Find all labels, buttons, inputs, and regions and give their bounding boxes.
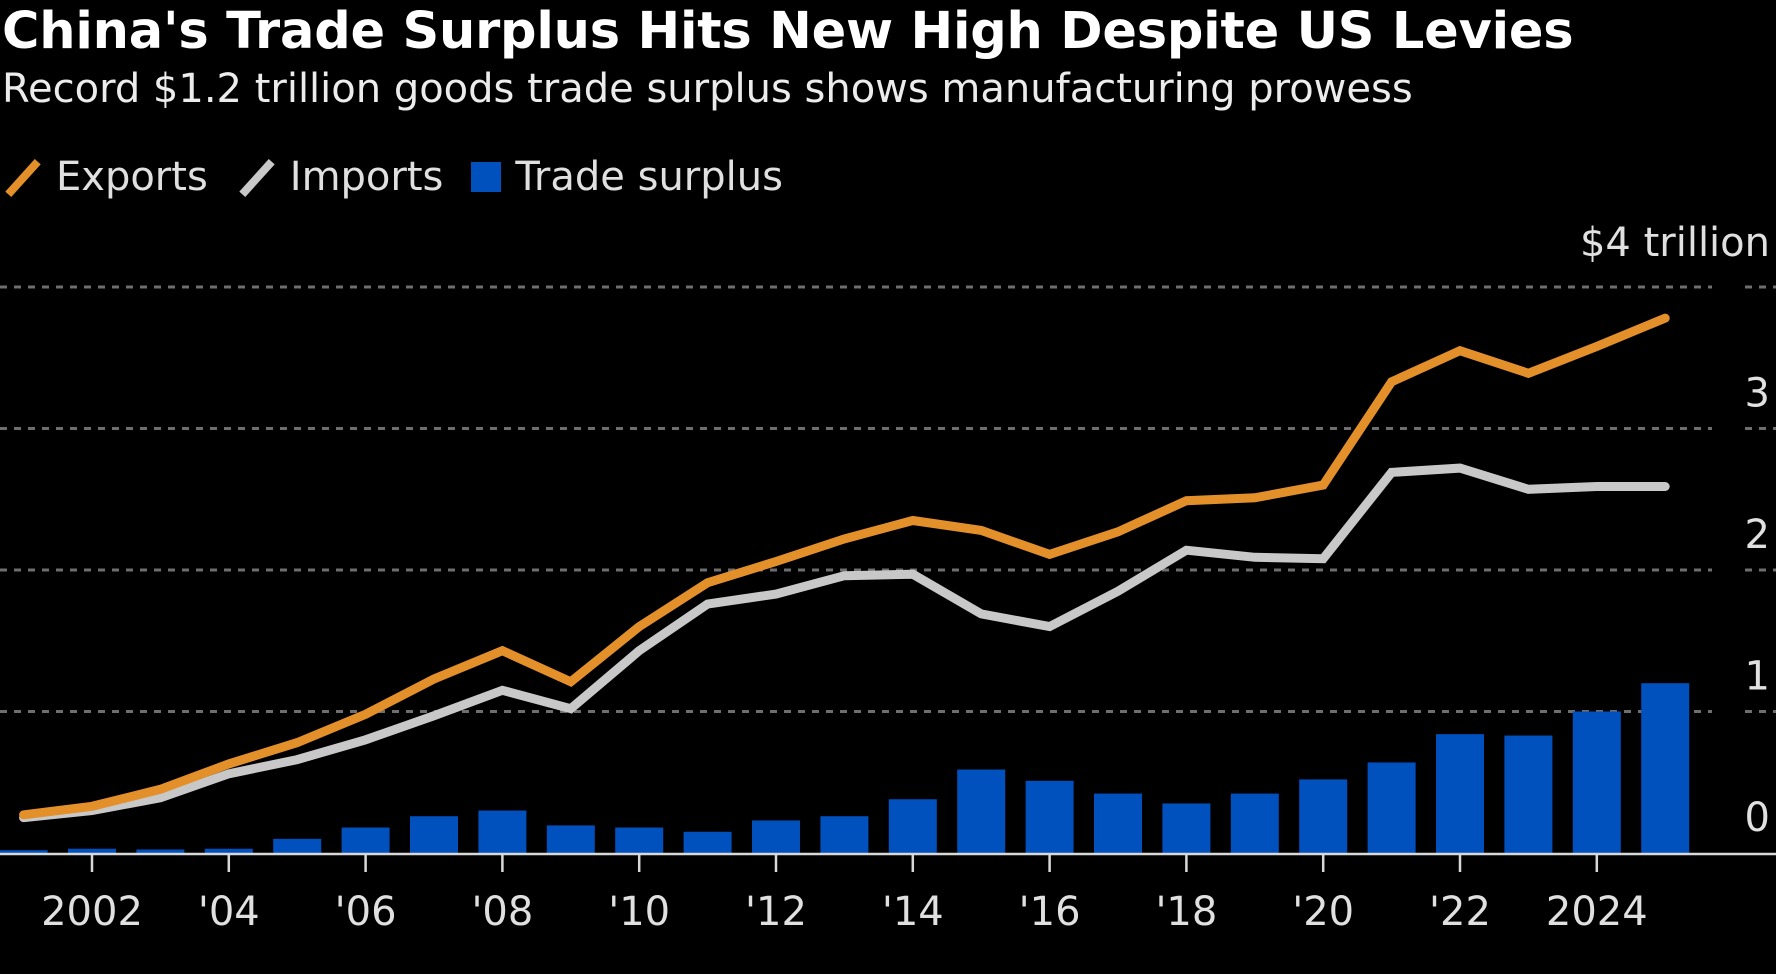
- trade-surplus-bar: [1299, 779, 1348, 853]
- legend-item-exports: Exports: [2, 154, 208, 200]
- x-ticks: 2002 '04 '06 '08 '10 '12 '14 '16 '18 '20 '22 2024: [41, 855, 1648, 935]
- chart-title: China's Trade Surplus Hits New High Desp…: [2, 2, 1574, 61]
- trade-surplus-bar: [1094, 793, 1142, 853]
- trade-surplus-bars: [0, 683, 1690, 853]
- trade-surplus-bar: [204, 848, 253, 853]
- y-tick-labels: 0 1 2 3: [1745, 371, 1770, 842]
- trade-surplus-bar: [1504, 735, 1553, 853]
- trade-surplus-bar: [136, 849, 185, 853]
- exports-line: [19, 313, 1670, 820]
- x-tick-label: '12: [745, 889, 807, 935]
- y-axis-unit-label: $4 trillion: [1579, 220, 1770, 266]
- trade-surplus-bar: [1025, 780, 1074, 853]
- trade-surplus-bar: [1162, 803, 1211, 853]
- y-tick-label: 1: [1745, 654, 1770, 700]
- legend-label-imports: Imports: [289, 154, 444, 200]
- trade-surplus-bar: [410, 816, 458, 853]
- x-tick-label: '22: [1429, 889, 1491, 935]
- x-tick-label: '18: [1155, 889, 1217, 935]
- trade-surplus-bar: [478, 810, 527, 853]
- trade-surplus-bar: [683, 831, 732, 853]
- y-tick-label: 0: [1745, 795, 1770, 841]
- gridlines: [0, 285, 1776, 713]
- trade-surplus-bar: [1641, 683, 1690, 853]
- trade-surplus-bar: [1436, 734, 1484, 853]
- x-tick-label: '06: [335, 889, 397, 935]
- x-tick-label: 2002: [41, 889, 143, 935]
- series-lines: [19, 313, 1670, 823]
- x-tick-label: '04: [198, 889, 260, 935]
- trade-surplus-bar: [1230, 793, 1279, 853]
- trade-surplus-bar: [1572, 711, 1621, 853]
- trade-surplus-bar: [68, 848, 116, 853]
- legend-item-imports: Imports: [236, 154, 444, 200]
- legend-item-trade-surplus: Trade surplus: [471, 154, 783, 200]
- x-tick-label: '20: [1292, 889, 1354, 935]
- x-tick-label: '16: [1019, 889, 1081, 935]
- trade-surplus-bar: [1367, 762, 1416, 853]
- trade-surplus-bar: [957, 769, 1006, 853]
- trade-surplus-bar: [0, 850, 48, 853]
- legend-label-exports: Exports: [56, 154, 208, 200]
- legend: Exports Imports Trade surplus: [2, 152, 811, 202]
- y-tick-label: 2: [1745, 512, 1770, 558]
- x-tick-label: 2024: [1546, 889, 1648, 935]
- x-tick-label: '10: [608, 889, 670, 935]
- trade-surplus-bar: [273, 838, 322, 853]
- trade-surplus-box-swatch-icon: [471, 162, 502, 192]
- trade-surplus-bar: [820, 816, 869, 853]
- y-tick-label: 3: [1745, 371, 1770, 417]
- legend-label-trade-surplus: Trade surplus: [515, 154, 783, 200]
- trade-surplus-bar: [888, 799, 937, 853]
- trade-surplus-bar: [546, 825, 595, 853]
- x-tick-label: '08: [471, 889, 533, 935]
- imports-line: [19, 463, 1670, 823]
- trade-surplus-bar: [752, 820, 800, 853]
- trade-surplus-bar: [341, 827, 390, 853]
- chart-subtitle: Record $1.2 trillion goods trade surplus…: [2, 66, 1413, 112]
- x-tick-label: '14: [882, 889, 944, 935]
- trade-surplus-bar: [615, 827, 664, 853]
